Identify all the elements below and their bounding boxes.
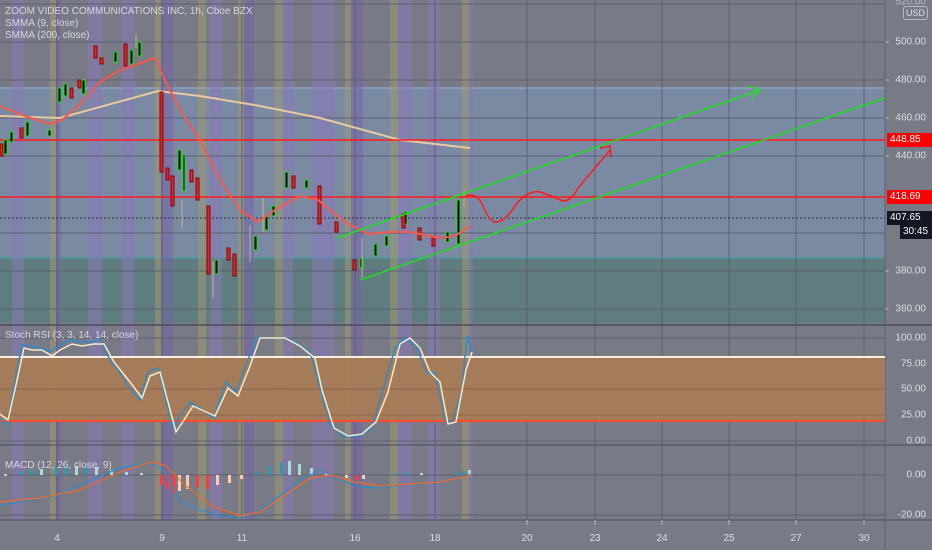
price-label: 380.00 — [895, 265, 926, 277]
time-label: 20 — [521, 533, 533, 544]
countdown-tag: 30:45 — [900, 225, 932, 239]
price-label: 500.00 — [895, 36, 926, 48]
time-label: 23 — [589, 533, 601, 544]
macd-line — [0, 461, 473, 519]
time-label: 25 — [723, 533, 735, 544]
macd-label: 0.00 — [906, 469, 926, 481]
candlesticks — [0, 34, 465, 298]
macd-histogram — [4, 461, 471, 493]
currency-button[interactable]: USD — [903, 6, 929, 20]
stoch-label: 50.00 — [900, 383, 926, 395]
time-label: 30 — [858, 533, 870, 544]
price-legend: ZOOM VIDEO COMMUNICATIONS INC, 1h, Cboe … — [5, 6, 253, 42]
time-label: 18 — [429, 533, 441, 544]
macd-label: -20.00 — [897, 509, 926, 521]
macd-title[interactable]: MACD (12, 26, close, 9) — [5, 460, 112, 471]
time-label: 24 — [656, 533, 668, 544]
stoch-legend: Stoch RSI (3, 3, 14, 14, close) — [5, 330, 138, 342]
projection-arrow-icon — [599, 145, 612, 158]
smma200-line — [0, 89, 471, 149]
time-label: 11 — [236, 533, 248, 544]
channel-lower-line — [359, 97, 886, 281]
stoch-label: 0.00 — [906, 435, 926, 447]
last-price-tag: 407.65 — [887, 211, 932, 225]
price-label: 440.00 — [895, 150, 926, 162]
stoch-label: 100.00 — [895, 332, 926, 344]
resistance-tag-lower: 418.69 — [887, 190, 932, 204]
time-label: 27 — [790, 533, 802, 544]
price-label: 520.00 — [895, 0, 926, 8]
teal-zone — [0, 258, 885, 323]
time-label: 16 — [349, 533, 361, 544]
grid — [0, 0, 885, 520]
blue-zone — [0, 88, 885, 258]
projection-path — [461, 149, 611, 223]
stoch-d-line — [0, 337, 473, 437]
signal-line — [0, 461, 473, 517]
macd-legend: MACD (12, 26, close, 9) — [5, 460, 112, 472]
price-label: 460.00 — [895, 112, 926, 124]
price-label: 480.00 — [895, 74, 926, 86]
resistance-tag-upper: 448.85 — [887, 133, 932, 147]
symbol-title: ZOOM VIDEO COMMUNICATIONS INC, 1h, Cboe … — [5, 6, 253, 17]
smma200-legend[interactable]: SMMA (200, close) — [5, 30, 90, 41]
time-label: 9 — [159, 533, 165, 544]
time-label: 4 — [54, 533, 60, 544]
channel-arrow-icon — [747, 85, 762, 100]
smma9-line — [0, 56, 471, 240]
stoch-title[interactable]: Stoch RSI (3, 3, 14, 14, close) — [5, 330, 139, 341]
channel-upper-line — [336, 89, 761, 239]
stoch-label: 75.00 — [900, 358, 926, 370]
price-label: 360.00 — [895, 303, 926, 315]
smma9-legend[interactable]: SMMA (9, close) — [5, 18, 79, 29]
stoch-label: 25.00 — [900, 409, 926, 421]
